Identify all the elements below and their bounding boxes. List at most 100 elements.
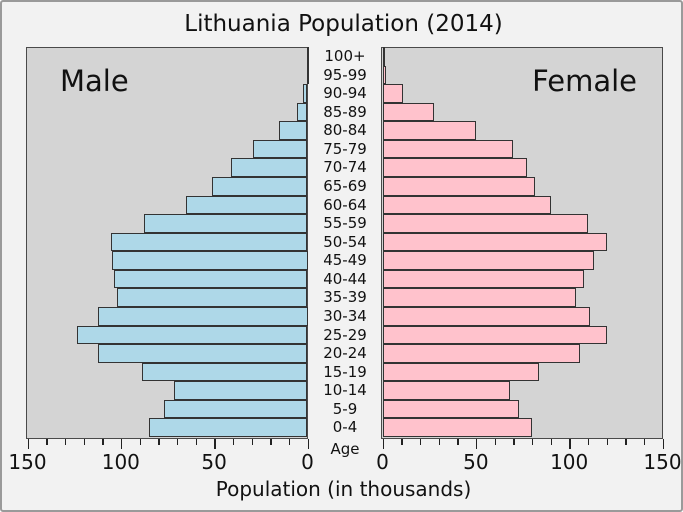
female-bar-95-99: [382, 65, 387, 85]
male-bar-40-44: [114, 269, 308, 289]
age-label-100+: 100+: [324, 47, 366, 65]
female-axis-tick-30: [438, 438, 440, 445]
female-bar-70-74: [382, 158, 528, 177]
male-axis-tick-90: [139, 438, 141, 445]
male-axis-tick-120: [83, 438, 85, 445]
male-axis-tick-30: [251, 438, 253, 445]
male-bar-80-84: [278, 121, 308, 140]
age-label-95-99: 95-99: [323, 65, 367, 84]
male-axis-tick-20: [270, 438, 272, 445]
male-axis-tick-100: [120, 438, 123, 449]
female-bar-100+: [382, 47, 385, 66]
female-axis-tick-130: [625, 438, 627, 445]
female-bar-25-29: [382, 325, 607, 345]
female-bar-60-64: [382, 195, 551, 215]
male-axis-tick-80: [158, 438, 160, 445]
male-bar-35-39: [117, 288, 308, 307]
age-label-40-44: 40-44: [323, 269, 367, 288]
male-bar-65-69: [212, 177, 308, 196]
male-axis-tick-60: [195, 438, 197, 445]
age-label-70-74: 70-74: [323, 158, 367, 177]
female-bar-90-94: [382, 84, 404, 103]
female-tick-label-100: 100: [550, 450, 589, 474]
female-axis-tick-50: [475, 438, 478, 449]
male-bar-45-49: [111, 251, 308, 270]
male-axis-tick-150: [27, 438, 29, 449]
male-tick-label-100: 100: [101, 450, 140, 474]
male-bar-10-14: [174, 381, 308, 400]
female-bar-40-44: [382, 269, 585, 289]
female-axis-tick-100: [569, 438, 571, 449]
male-series-label: Male: [60, 64, 129, 98]
male-bar-15-19: [142, 362, 308, 382]
chart-title: Lithuania Population (2014): [184, 11, 503, 37]
female-tick-label-0: 0: [376, 450, 389, 474]
age-label-90-94: 90-94: [323, 84, 367, 103]
male-bar-50-54: [110, 232, 308, 252]
age-label-60-64: 60-64: [323, 195, 367, 214]
age-label-30-34: 30-34: [323, 307, 367, 325]
female-bar-10-14: [382, 381, 511, 400]
male-tick-label-0: 0: [301, 450, 314, 474]
female-bar-55-59: [382, 214, 588, 233]
age-label-80-84: 80-84: [323, 121, 367, 140]
age-label-0-4: 0-4: [332, 418, 358, 437]
male-bar-20-24: [98, 344, 308, 363]
age-label-45-49: 45-49: [323, 251, 367, 270]
male-bar-95-99: [306, 65, 309, 85]
age-label-5-9: 5-9: [332, 399, 358, 418]
female-axis-tick-60: [494, 438, 496, 445]
age-label-55-59: 55-59: [323, 214, 367, 233]
female-axis-tick-140: [643, 438, 646, 445]
female-bar-85-89: [382, 102, 434, 122]
age-label-20-24: 20-24: [323, 344, 367, 363]
male-axis-tick-70: [176, 438, 179, 445]
female-bar-0-4: [382, 418, 532, 437]
female-bar-80-84: [382, 121, 476, 140]
female-bar-75-79: [382, 139, 514, 159]
female-bar-20-24: [382, 344, 581, 363]
male-bar-55-59: [144, 214, 308, 233]
male-axis-tick-40: [232, 438, 235, 445]
female-bar-35-39: [382, 288, 576, 307]
female-axis-tick-120: [606, 438, 608, 445]
female-axis-tick-0: [382, 438, 384, 449]
female-bar-65-69: [382, 177, 535, 196]
x-axis-title: Population (in thousands): [215, 477, 472, 501]
age-label-85-89: 85-89: [323, 102, 367, 121]
male-bar-70-74: [230, 158, 308, 177]
female-axis-tick-150: [662, 438, 664, 449]
female-bar-45-49: [382, 251, 595, 270]
female-axis-tick-110: [587, 438, 590, 445]
male-axis-tick-10: [288, 438, 291, 445]
male-axis-tick-50: [214, 438, 216, 449]
male-axis-tick-130: [64, 438, 67, 445]
age-label-50-54: 50-54: [323, 232, 367, 251]
male-bar-25-29: [76, 325, 308, 345]
age-label-25-29: 25-29: [323, 325, 367, 344]
male-axis-tick-110: [102, 438, 104, 445]
male-axis-tick-140: [46, 438, 48, 445]
male-tick-label-150: 150: [8, 450, 47, 474]
age-label-10-14: 10-14: [323, 381, 367, 400]
male-bar-60-64: [186, 195, 308, 215]
age-label-65-69: 65-69: [323, 177, 367, 195]
age-label-75-79: 75-79: [323, 139, 367, 158]
age-label-15-19: 15-19: [323, 362, 367, 381]
female-bar-50-54: [382, 232, 607, 252]
male-bar-5-9: [163, 399, 308, 419]
male-bar-30-34: [97, 307, 308, 326]
female-axis-tick-80: [531, 438, 534, 445]
female-bar-15-19: [382, 362, 540, 382]
age-label-35-39: 35-39: [323, 288, 367, 307]
male-bar-85-89: [297, 102, 308, 122]
male-tick-label-50: 50: [201, 450, 227, 474]
female-axis-tick-20: [419, 438, 422, 445]
female-tick-label-150: 150: [643, 450, 682, 474]
male-axis-tick-0: [307, 438, 309, 449]
female-axis-tick-10: [401, 438, 403, 445]
female-axis-tick-70: [513, 438, 515, 445]
male-bar-100+: [307, 47, 310, 66]
female-tick-label-50: 50: [463, 450, 489, 474]
